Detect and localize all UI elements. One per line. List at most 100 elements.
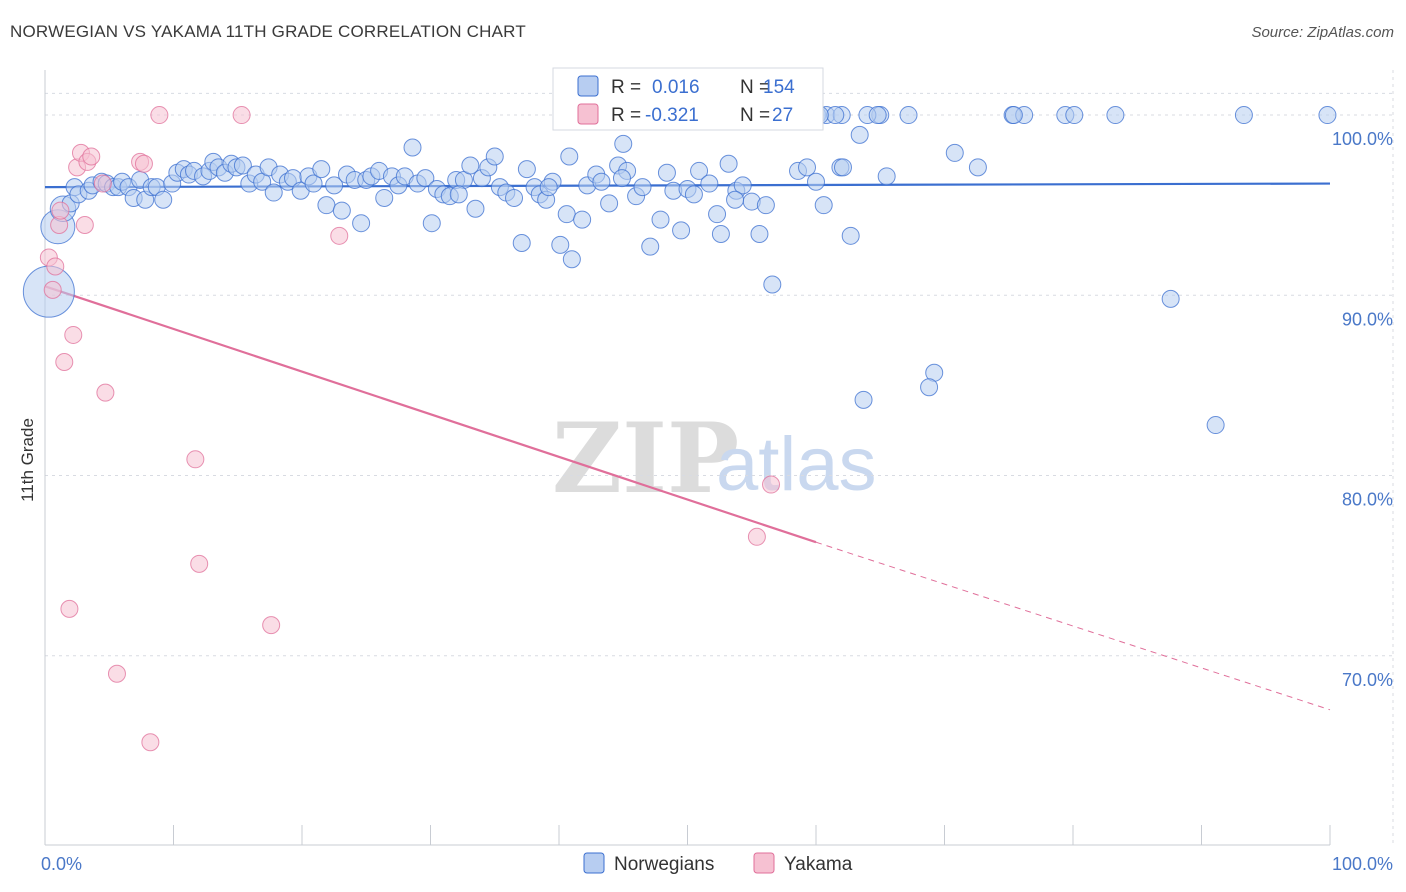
trend-line-dashed-yakama <box>815 541 1331 711</box>
point-norwegians-43 <box>304 174 323 193</box>
point-norwegians-117 <box>841 226 860 245</box>
point-norwegians-44 <box>312 160 331 179</box>
point-norwegians-122 <box>945 143 964 162</box>
point-yakama-21 <box>190 554 209 573</box>
point-norwegians-110 <box>763 275 782 294</box>
point-norwegians-113 <box>807 172 825 191</box>
y-tick-label-1: 90.0% <box>1342 309 1393 329</box>
point-yakama-12 <box>82 147 101 166</box>
point-norwegians-138 <box>826 106 845 125</box>
point-norwegians-58 <box>403 138 422 157</box>
watermark: ZIP atlas <box>552 402 877 515</box>
legend-r-label: R = <box>611 77 641 98</box>
point-norwegians-123 <box>968 158 987 177</box>
point-yakama-14 <box>96 383 115 402</box>
point-norwegians-106 <box>733 176 752 195</box>
point-norwegians-112 <box>798 158 817 177</box>
legend-n-label: N = <box>740 77 770 98</box>
point-norwegians-67 <box>461 156 480 175</box>
point-norwegians-71 <box>485 147 504 166</box>
point-yakama-25 <box>747 527 766 546</box>
point-norwegians-101 <box>700 174 719 193</box>
point-norwegians-68 <box>466 199 485 218</box>
y-tick-label-3: 70.0% <box>1342 670 1393 690</box>
point-yakama-22 <box>232 106 251 125</box>
watermark-zip: ZIP <box>552 402 739 515</box>
data-points <box>22 106 1337 752</box>
point-norwegians-143 <box>560 147 579 166</box>
bottom-legend-swatch-norwegians <box>583 852 605 874</box>
legend-r-value-norwegians: 0.016 <box>652 77 700 98</box>
point-yakama-11 <box>75 216 94 234</box>
axes: 100.0% 90.0% 80.0% 70.0% 0.0% 100.0% <box>41 70 1393 874</box>
legend-n-label-2: N = <box>740 105 770 126</box>
point-yakama-6 <box>60 599 79 618</box>
point-yakama-2 <box>46 257 65 276</box>
point-norwegians-149 <box>1065 106 1084 125</box>
point-norwegians-150 <box>1234 106 1253 125</box>
x-tick-label-1: 100.0% <box>1332 854 1393 874</box>
point-norwegians-94 <box>651 210 670 229</box>
watermark-atlas: atlas <box>716 422 877 507</box>
legend-swatch-yakama <box>577 103 599 125</box>
point-yakama-19 <box>150 106 169 125</box>
point-norwegians-99 <box>684 185 703 204</box>
point-norwegians-155 <box>1004 106 1023 125</box>
y-axis-label: 11th Grade <box>18 418 37 502</box>
point-yakama-7 <box>64 325 83 344</box>
point-norwegians-128 <box>854 390 873 409</box>
point-yakama-4 <box>51 201 70 220</box>
legend-swatch-norwegians <box>577 75 599 97</box>
point-yakama-13 <box>93 174 112 193</box>
bottom-legend-norwegians: Norwegians <box>614 854 714 875</box>
point-norwegians-127 <box>1206 416 1225 435</box>
point-norwegians-54 <box>375 188 394 207</box>
point-norwegians-81 <box>551 235 570 254</box>
legend-box: R = 0.016 N = 154 R = -0.321 N = 27 <box>552 67 824 131</box>
point-norwegians-151 <box>1318 106 1337 125</box>
point-norwegians-141 <box>539 178 558 197</box>
legend-n-value-norwegians: 154 <box>763 77 795 98</box>
bottom-legend: Norwegians Yakama <box>583 852 853 875</box>
chart-source: Source: ZipAtlas.com <box>1251 24 1394 41</box>
point-norwegians-140 <box>449 185 468 204</box>
legend-r-value-yakama: -0.321 <box>645 105 699 126</box>
point-norwegians-19 <box>154 190 173 209</box>
point-norwegians-83 <box>562 250 581 269</box>
point-norwegians-93 <box>641 237 660 256</box>
point-norwegians-118 <box>850 125 869 144</box>
point-norwegians-32 <box>233 156 252 175</box>
point-yakama-5 <box>55 352 74 371</box>
point-norwegians-92 <box>633 178 652 197</box>
point-norwegians-126 <box>1161 289 1180 308</box>
point-norwegians-133 <box>899 106 918 125</box>
point-norwegians-142 <box>612 169 631 188</box>
point-norwegians-82 <box>557 205 576 224</box>
point-norwegians-116 <box>833 158 852 177</box>
point-norwegians-45 <box>317 196 336 215</box>
point-yakama-1 <box>43 280 62 299</box>
point-norwegians-75 <box>512 234 531 253</box>
y-tick-label-0: 100.0% <box>1332 129 1393 149</box>
point-norwegians-154 <box>868 106 887 125</box>
point-norwegians-46 <box>325 176 344 195</box>
point-norwegians-146 <box>1106 106 1125 125</box>
point-norwegians-100 <box>690 161 709 180</box>
point-norwegians-88 <box>600 194 619 213</box>
point-norwegians-102 <box>708 205 727 224</box>
point-norwegians-139 <box>614 134 633 153</box>
point-yakama-20 <box>186 450 205 469</box>
x-tick-label-0: 0.0% <box>41 854 82 874</box>
point-norwegians-108 <box>750 225 769 244</box>
y-tick-label-2: 80.0% <box>1342 490 1393 510</box>
point-norwegians-47 <box>332 201 351 220</box>
point-norwegians-60 <box>416 169 435 188</box>
point-norwegians-144 <box>726 190 745 209</box>
point-norwegians-84 <box>573 210 592 229</box>
point-norwegians-87 <box>592 172 611 191</box>
point-norwegians-119 <box>877 167 896 186</box>
point-norwegians-95 <box>657 163 676 182</box>
point-yakama-18 <box>141 733 160 752</box>
point-norwegians-97 <box>672 221 691 240</box>
